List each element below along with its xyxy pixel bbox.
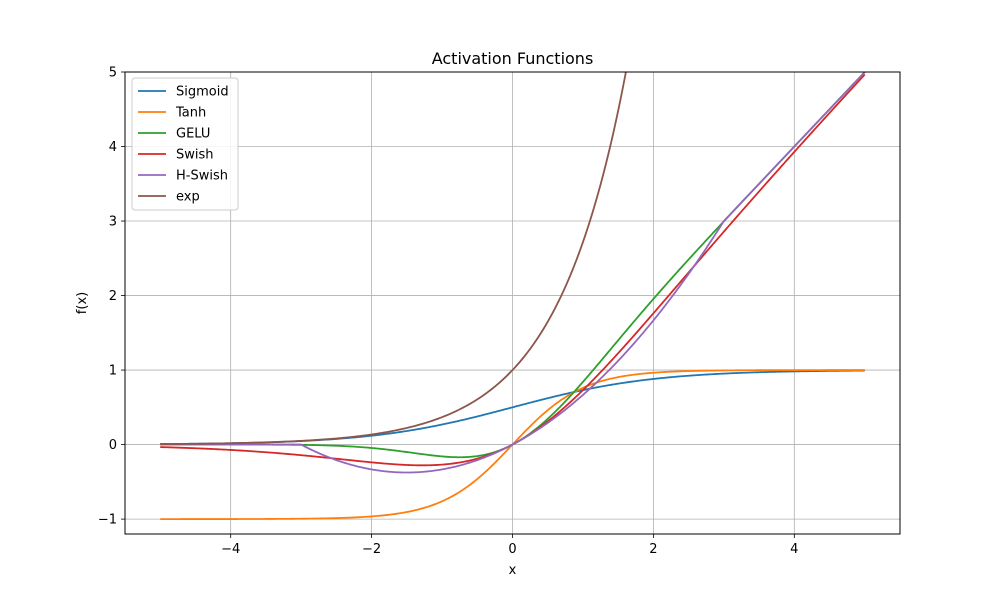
y-tick-label: 5 [109, 66, 117, 81]
y-tick-label: −1 [98, 513, 117, 528]
y-axis-label: f(x) [75, 292, 90, 314]
x-tick-label: −2 [362, 542, 381, 557]
x-tick-label: 4 [790, 542, 798, 557]
y-tick-label: 4 [109, 140, 117, 155]
y-tick-label: 3 [109, 215, 117, 230]
x-axis-label: x [509, 563, 517, 578]
x-tick-label: 0 [508, 542, 516, 557]
series-line-exp [160, 72, 627, 445]
series-lines [160, 72, 866, 520]
legend-box [131, 77, 239, 211]
y-tick-label: 1 [109, 364, 117, 379]
legend-label: exp [176, 190, 200, 205]
chart-title: Activation Functions [432, 49, 594, 68]
legend-label: Sigmoid [176, 85, 229, 100]
legend-label: H-Swish [176, 169, 228, 184]
legend-label: GELU [176, 127, 210, 142]
plot-area [124, 71, 901, 535]
y-tick-label: 2 [109, 289, 117, 304]
legend: Sigmoid Tanh GELU Swish H-Swish exp [131, 77, 239, 211]
legend-label: Tanh [175, 106, 206, 121]
series-line-h-swish [160, 72, 866, 474]
y-tick-label: 0 [109, 438, 117, 453]
legend-label: Swish [176, 148, 214, 163]
x-tick-label: 2 [649, 542, 657, 557]
x-axis: −4 −2 0 2 4 [221, 534, 798, 557]
y-axis: −1 0 1 2 3 4 5 [98, 66, 125, 528]
x-tick-label: −4 [221, 542, 240, 557]
